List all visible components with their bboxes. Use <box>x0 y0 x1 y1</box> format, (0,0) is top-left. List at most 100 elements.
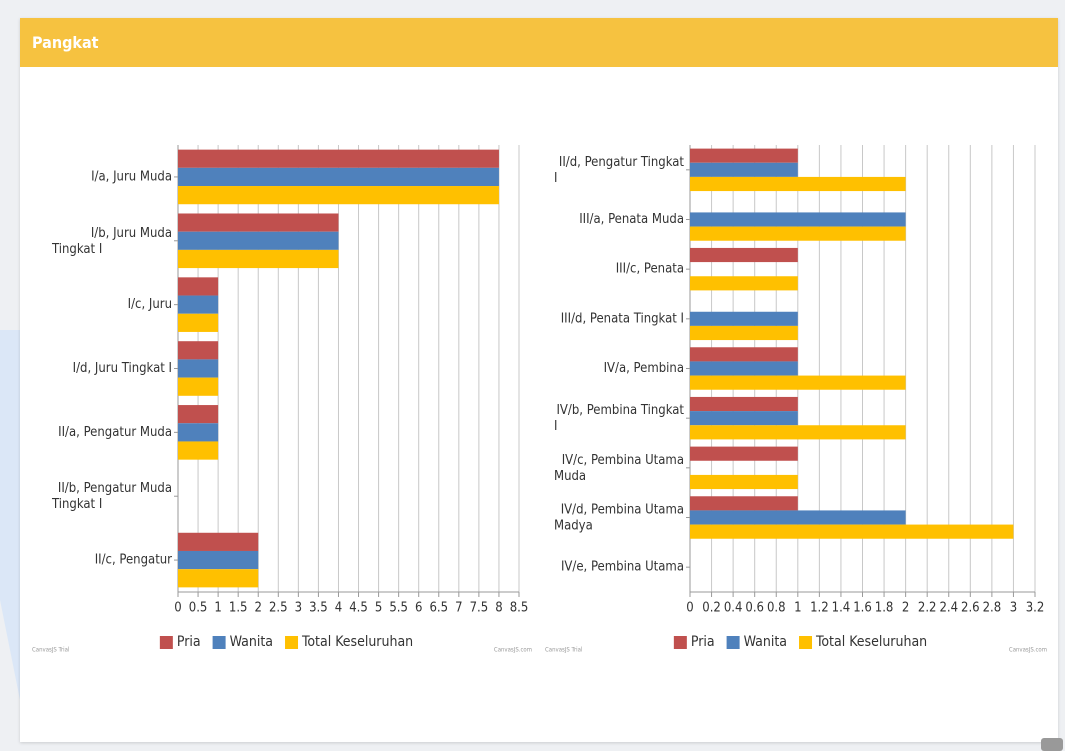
x-tick-label: 2 <box>902 601 909 616</box>
x-tick-label: 3.5 <box>309 601 328 616</box>
x-tick-label: 8.5 <box>510 601 529 616</box>
bar <box>178 377 219 396</box>
y-tick-label: II/a, Pengatur Muda <box>58 425 172 440</box>
bar <box>690 311 798 326</box>
bar <box>690 148 798 163</box>
watermark: CanvasJS Trial <box>32 647 70 654</box>
bar <box>690 347 798 362</box>
bar <box>178 423 219 442</box>
legend-label: Wanita <box>744 634 787 650</box>
watermark: CanvasJS.com <box>1009 647 1047 654</box>
bar <box>690 375 906 390</box>
x-tick-label: 0.5 <box>189 601 208 616</box>
x-tick-label: 4 <box>335 601 342 616</box>
bar <box>178 313 219 332</box>
bar <box>178 167 499 187</box>
bar <box>178 149 499 168</box>
bar <box>690 361 798 376</box>
y-tick-label: IV/a, Pembina <box>604 361 684 376</box>
bar <box>690 411 798 426</box>
x-tick-label: 1.5 <box>229 601 248 616</box>
y-tick-label: II/b, Pengatur Muda Tingkat I <box>51 481 172 512</box>
bar <box>690 524 1014 539</box>
y-tick-label: III/c, Penata <box>616 262 684 277</box>
bar <box>690 162 798 177</box>
x-tick-label: 0.4 <box>724 601 743 616</box>
x-tick-label: 0.6 <box>745 601 764 616</box>
bar <box>690 496 798 511</box>
x-tick-label: 6.5 <box>429 601 448 616</box>
x-tick-label: 5 <box>375 601 382 616</box>
y-tick-label: IV/b, Pembina Tingkat I <box>554 403 684 434</box>
x-tick-label: 6 <box>415 601 422 616</box>
y-tick-label: I/a, Juru Muda <box>91 169 172 184</box>
y-tick-label: I/d, Juru Tingkat I <box>73 361 172 376</box>
x-tick-label: 1 <box>214 601 221 616</box>
watermark: CanvasJS Trial <box>545 647 583 654</box>
bar <box>690 226 906 241</box>
legend-swatch <box>212 636 226 649</box>
x-tick-label: 2.8 <box>983 601 1002 616</box>
legend-label: Total Keseluruhan <box>815 634 927 650</box>
y-tick-label: I/c, Juru <box>128 297 172 312</box>
x-tick-label: 2.6 <box>961 601 980 616</box>
bar <box>690 212 906 227</box>
x-tick-label: 1.2 <box>810 601 829 616</box>
bar <box>690 425 906 440</box>
bar <box>178 569 259 588</box>
bar <box>178 341 219 360</box>
x-tick-label: 1.8 <box>875 601 894 616</box>
bar <box>178 213 339 232</box>
x-tick-label: 3 <box>295 601 302 616</box>
bar <box>178 405 219 424</box>
bar <box>690 510 906 525</box>
x-tick-label: 8 <box>495 601 502 616</box>
watermark: CanvasJS.com <box>494 647 532 654</box>
x-tick-label: 2.5 <box>269 601 288 616</box>
legend-swatch <box>285 636 299 649</box>
x-tick-label: 2 <box>255 601 262 616</box>
bar <box>178 231 339 250</box>
x-tick-label: 0 <box>686 601 693 616</box>
legend-label: Wanita <box>230 634 273 650</box>
bar <box>690 446 798 461</box>
legend-label: Pria <box>691 634 715 650</box>
y-tick-label: I/b, Juru Muda Tingkat I <box>51 225 172 256</box>
bar <box>690 396 798 412</box>
bar <box>178 295 219 314</box>
x-tick-label: 7 <box>455 601 462 616</box>
x-tick-label: 1.6 <box>853 601 872 616</box>
x-tick-label: 7.5 <box>470 601 489 616</box>
y-tick-label: IV/e, Pembina Utama <box>561 560 684 575</box>
bar <box>690 276 798 291</box>
bar <box>178 441 219 460</box>
y-tick-label: III/d, Penata Tingkat I <box>561 311 684 326</box>
bar <box>178 532 259 551</box>
y-tick-label: IV/d, Pembina Utama Madya <box>554 502 684 533</box>
bar <box>178 550 259 570</box>
bar <box>690 325 798 341</box>
x-tick-label: 0.8 <box>767 601 786 616</box>
scroll-button[interactable] <box>1041 738 1063 751</box>
bar <box>690 474 798 490</box>
legend-swatch <box>799 636 813 649</box>
x-tick-label: 4.5 <box>349 601 368 616</box>
bar <box>690 247 798 263</box>
legend: Pria Wanita Total Keseluruhan <box>673 634 927 650</box>
bar <box>690 176 906 192</box>
x-tick-label: 1 <box>794 601 801 616</box>
legend-label: Pria <box>177 634 201 650</box>
bar <box>178 359 219 378</box>
legend-swatch <box>159 636 173 649</box>
panel-title: Pangkat <box>20 18 1058 67</box>
x-tick-label: 0.2 <box>702 601 721 616</box>
y-tick-label: IV/c, Pembina Utama Muda <box>554 452 684 483</box>
decor <box>0 330 20 700</box>
y-tick-label: II/d, Pengatur Tingkat I <box>554 154 684 185</box>
legend-label: Total Keseluruhan <box>301 634 413 650</box>
bar <box>178 186 499 205</box>
x-tick-label: 0 <box>174 601 181 616</box>
